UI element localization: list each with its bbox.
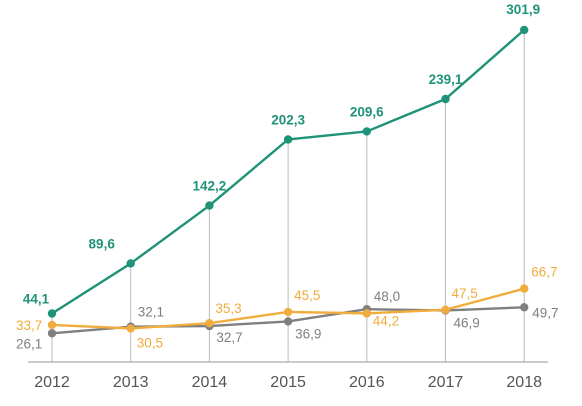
data-points — [47, 25, 529, 338]
x-tick-label: 2012 — [34, 374, 70, 391]
data-point — [126, 259, 135, 268]
data-label: 66,7 — [531, 265, 557, 280]
data-point — [362, 127, 371, 136]
data-point — [520, 303, 529, 312]
data-point — [283, 307, 293, 317]
data-label: 47,5 — [452, 286, 478, 301]
data-point — [205, 201, 214, 210]
data-point — [47, 320, 57, 330]
data-label: 35,3 — [215, 301, 241, 316]
data-label: 26,1 — [16, 336, 42, 351]
data-label: 30,5 — [137, 335, 163, 350]
data-label: 36,9 — [295, 326, 321, 341]
data-point — [441, 94, 450, 104]
data-label: 301,9 — [506, 2, 540, 17]
data-point — [47, 329, 57, 338]
x-tick-label: 2014 — [192, 374, 228, 391]
data-label: 44,1 — [23, 291, 50, 306]
x-tick-label: 2013 — [113, 374, 149, 391]
x-tick-label: 2016 — [349, 374, 385, 391]
data-label: 48,0 — [374, 289, 400, 304]
data-label: 142,2 — [193, 179, 227, 194]
data-point — [205, 318, 214, 328]
x-tick-label: 2018 — [506, 374, 542, 391]
x-tick-labels: 2012 2013 2014 2015 2016 2017 2018 — [34, 374, 542, 391]
x-tick-label: 2015 — [270, 374, 306, 391]
data-point — [126, 324, 135, 333]
data-label: 89,6 — [89, 236, 116, 251]
drop-lines — [51, 29, 525, 362]
data-label: 239,1 — [429, 72, 463, 87]
data-labels: 44,1 89,6 142,2 202,3 209,6 239,1 301,9 33,7 30,… — [16, 2, 558, 351]
data-label: 32,1 — [138, 305, 164, 320]
data-label: 44,2 — [373, 313, 399, 328]
data-point — [362, 309, 371, 318]
data-point — [283, 135, 293, 144]
data-label: 32,7 — [216, 330, 242, 345]
data-label: 209,6 — [350, 104, 384, 119]
data-point — [520, 284, 529, 293]
data-point — [47, 309, 57, 318]
data-point — [283, 317, 293, 326]
data-label: 45,5 — [294, 288, 320, 303]
data-point — [520, 25, 529, 35]
x-tick-label: 2017 — [428, 374, 464, 391]
data-point — [441, 305, 450, 314]
data-label: 49,7 — [532, 305, 558, 320]
data-label: 46,9 — [454, 315, 480, 330]
data-label: 202,3 — [271, 112, 305, 127]
data-label: 33,7 — [16, 318, 42, 333]
